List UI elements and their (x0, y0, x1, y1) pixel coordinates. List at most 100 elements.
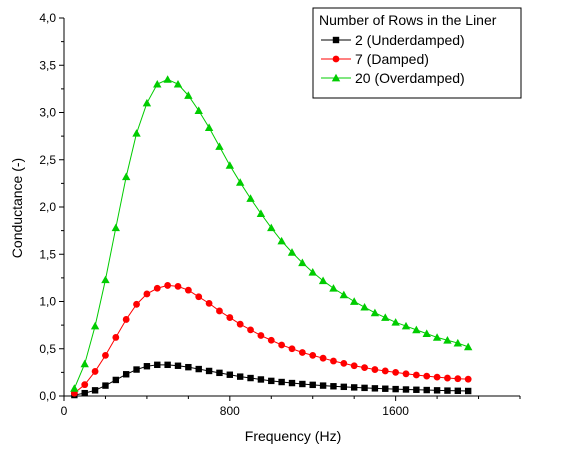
data-point (153, 284, 161, 292)
data-point (392, 368, 400, 376)
data-point (133, 300, 140, 308)
data-point (235, 178, 245, 186)
data-point (204, 123, 214, 131)
y-tick-label: 3,0 (39, 106, 56, 120)
data-point (361, 384, 368, 392)
data-point (247, 374, 254, 382)
legend-swatch-marker (332, 36, 340, 44)
data-point (319, 382, 327, 389)
data-point (184, 286, 192, 294)
data-point (360, 302, 369, 311)
data-point (299, 380, 306, 388)
y-tick-label: 0,5 (39, 342, 56, 356)
data-point (185, 363, 192, 371)
data-point (412, 325, 421, 334)
data-point (277, 236, 286, 245)
data-point (268, 377, 275, 385)
data-point (401, 321, 411, 330)
data-point (257, 332, 265, 339)
data-point (402, 370, 410, 378)
data-point (112, 334, 120, 341)
data-point (226, 314, 234, 321)
data-point (288, 379, 296, 387)
data-point (132, 129, 141, 137)
legend-swatch-marker (332, 55, 340, 63)
data-point (184, 91, 193, 99)
data-point (111, 223, 121, 232)
data-point (287, 248, 297, 256)
data-point (454, 375, 462, 383)
data-point (247, 326, 254, 334)
data-point (309, 351, 317, 359)
data-point (122, 371, 130, 378)
x-axis-title: Frequency (Hz) (245, 428, 341, 444)
data-point (90, 321, 100, 330)
data-point (194, 106, 203, 114)
data-point (308, 268, 317, 276)
series-2 (70, 75, 473, 392)
data-point (340, 383, 348, 391)
legend-label: 2 (Underdamped) (355, 32, 465, 48)
data-point (122, 316, 130, 323)
legend-label: 20 (Overdamped) (355, 70, 465, 86)
data-point (91, 368, 99, 375)
y-tick-label: 4,0 (39, 11, 56, 25)
data-point (433, 387, 441, 394)
data-point (257, 376, 265, 383)
data-point (464, 375, 472, 383)
data-point (121, 172, 131, 181)
data-point (288, 345, 296, 353)
data-point (164, 282, 172, 289)
y-tick-label: 1,0 (39, 295, 56, 309)
data-point (391, 318, 400, 326)
data-point (381, 367, 389, 375)
data-point (422, 329, 431, 337)
data-point (256, 209, 266, 217)
data-point (278, 378, 285, 386)
data-point (349, 297, 359, 305)
data-point (112, 376, 120, 384)
data-point (423, 386, 430, 394)
data-point (340, 359, 348, 367)
data-point (267, 223, 276, 232)
legend-entry: 7 (Damped) (321, 51, 429, 67)
data-point (173, 79, 183, 88)
y-tick-label: 2,0 (39, 200, 56, 214)
data-point (453, 338, 463, 347)
data-point (236, 320, 244, 328)
data-point (443, 336, 452, 344)
series-1 (70, 282, 472, 397)
x-tick-label: 1600 (382, 404, 409, 418)
y-axis-ticks: 0,0 0,5 1,0 1,5 2,0 2,5 3,0 3,5 4,0 (39, 11, 64, 403)
data-point (444, 387, 451, 394)
data-point (81, 389, 88, 397)
legend-box (312, 7, 522, 99)
data-point (143, 290, 151, 298)
data-point (102, 351, 109, 359)
data-point (432, 333, 442, 341)
y-axis-title: Conductance (-) (9, 158, 25, 258)
data-point (370, 308, 380, 317)
y-tick-label: 0,0 (39, 389, 56, 403)
data-point (412, 371, 420, 379)
data-point (205, 299, 213, 307)
data-point (225, 161, 235, 169)
data-point (216, 369, 223, 377)
data-point (329, 284, 338, 292)
data-point (267, 336, 275, 344)
data-point (361, 364, 368, 372)
y-tick-label: 3,5 (39, 58, 56, 72)
data-point (330, 357, 337, 365)
data-point (350, 384, 358, 391)
legend-swatch-marker (331, 73, 341, 82)
data-point (464, 387, 472, 395)
data-point (101, 275, 110, 284)
data-point (142, 98, 152, 107)
data-point (298, 349, 306, 356)
data-point (216, 307, 223, 315)
data-point (318, 276, 328, 285)
data-point (91, 387, 99, 394)
y-tick-label: 2,5 (39, 153, 56, 167)
data-point (143, 363, 151, 370)
data-point (278, 341, 286, 349)
